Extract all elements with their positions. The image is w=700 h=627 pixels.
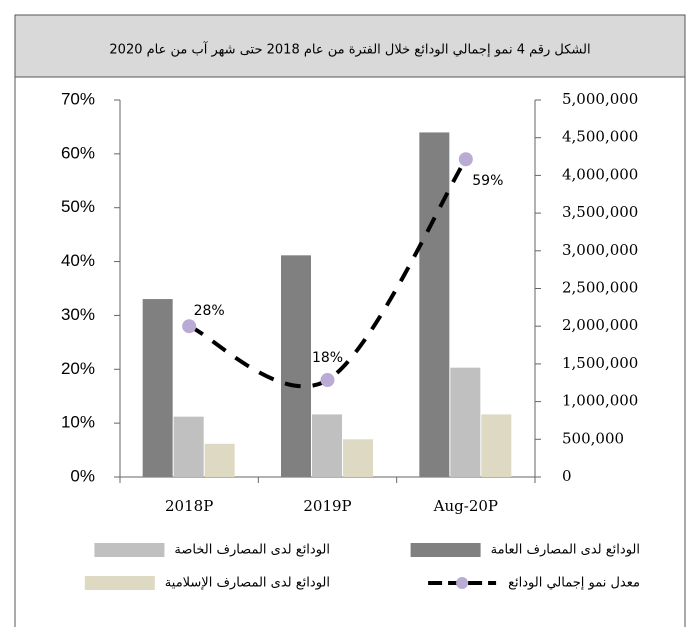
y2-tick-label: 2,000,000 <box>562 316 638 334</box>
legend-label: الودائع لدى المصارف الخاصة <box>174 543 330 558</box>
y-tick-label: 40% <box>61 251 95 270</box>
y2-tick-label: 5,000,000 <box>562 90 638 108</box>
line-marker <box>320 373 335 388</box>
x-tick-label: Aug-20P <box>433 497 498 515</box>
legend-swatch <box>94 543 165 557</box>
y2-tick-label: 1,500,000 <box>562 354 638 372</box>
bar <box>419 132 450 477</box>
bar <box>481 414 512 477</box>
data-label: 18% <box>312 350 343 366</box>
legend-swatch <box>84 576 155 590</box>
y2-tick-label: 4,000,000 <box>562 165 638 183</box>
bar <box>281 255 311 477</box>
legend-marker <box>456 577 469 589</box>
y-tick-label: 50% <box>61 197 95 216</box>
y2-tick-label: 500,000 <box>562 429 624 447</box>
bar <box>450 367 481 477</box>
bar <box>312 414 342 477</box>
bar <box>204 443 235 477</box>
x-tick-label: 2019P <box>303 497 351 515</box>
chart-title: الشكل رقم 4 نمو إجمالي الودائع خلال الفت… <box>109 41 590 58</box>
y2-tick-label: 4,500,000 <box>562 128 638 146</box>
y-tick-label: 10% <box>61 413 95 432</box>
data-label: 28% <box>194 303 225 319</box>
bar <box>343 439 373 477</box>
line-marker <box>458 152 473 167</box>
y-tick-label: 30% <box>61 305 95 324</box>
y-tick-label: 70% <box>61 89 95 108</box>
y2-tick-label: 1,000,000 <box>562 392 638 410</box>
y2-tick-label: 2,500,000 <box>562 279 638 297</box>
y2-tick-label: 3,500,000 <box>562 203 638 221</box>
y2-tick-label: 3,000,000 <box>562 241 638 259</box>
y-tick-label: 60% <box>61 143 95 162</box>
title-band <box>14 14 686 78</box>
legend-label: الودائع لدى المصارف الإسلامية <box>165 576 330 591</box>
frame <box>14 14 686 627</box>
data-label: 59% <box>472 173 503 189</box>
legend-swatch <box>410 543 481 557</box>
legend-label: الودائع لدى المصارف العامة <box>491 543 640 558</box>
y-tick-label: 20% <box>61 359 95 378</box>
legend-label: معدل نمو إجمالي الودائع <box>508 576 640 591</box>
bar <box>142 299 173 477</box>
bar <box>173 416 204 477</box>
x-tick-label: 2018P <box>165 497 213 515</box>
y2-tick-label: 0 <box>562 467 572 485</box>
y-tick-label: 0% <box>70 466 95 485</box>
line-marker <box>182 319 197 334</box>
